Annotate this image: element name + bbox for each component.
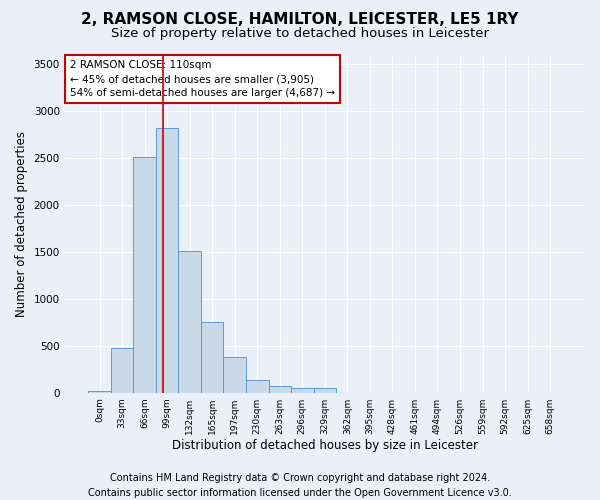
Bar bbox=[291, 388, 314, 392]
X-axis label: Distribution of detached houses by size in Leicester: Distribution of detached houses by size … bbox=[172, 440, 478, 452]
Text: 2 RAMSON CLOSE: 110sqm
← 45% of detached houses are smaller (3,905)
54% of semi-: 2 RAMSON CLOSE: 110sqm ← 45% of detached… bbox=[70, 60, 335, 98]
Bar bbox=[314, 388, 336, 392]
Bar bbox=[133, 158, 156, 392]
Bar bbox=[156, 128, 178, 392]
Bar bbox=[111, 348, 133, 393]
Bar bbox=[178, 251, 201, 392]
Bar bbox=[246, 380, 269, 392]
Text: Size of property relative to detached houses in Leicester: Size of property relative to detached ho… bbox=[111, 28, 489, 40]
Bar bbox=[88, 391, 111, 392]
Bar bbox=[201, 322, 223, 392]
Bar bbox=[269, 386, 291, 392]
Bar bbox=[223, 356, 246, 392]
Y-axis label: Number of detached properties: Number of detached properties bbox=[15, 131, 28, 317]
Text: Contains HM Land Registry data © Crown copyright and database right 2024.
Contai: Contains HM Land Registry data © Crown c… bbox=[88, 472, 512, 498]
Text: 2, RAMSON CLOSE, HAMILTON, LEICESTER, LE5 1RY: 2, RAMSON CLOSE, HAMILTON, LEICESTER, LE… bbox=[81, 12, 519, 28]
